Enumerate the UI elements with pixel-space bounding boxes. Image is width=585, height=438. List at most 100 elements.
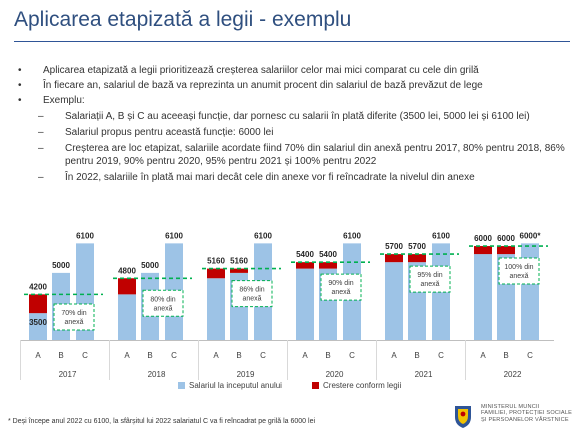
sub-bullet-text: Salariul propus pentru această funcție: … [65,126,274,138]
percent-label-line: 80% din [150,296,175,303]
bullet-item: • Aplicarea etapizată a legii prioritizea… [16,64,576,77]
legend-label-increase: Crestere conform legii [323,381,401,390]
bar-increase [207,268,225,279]
bar-base [474,254,492,340]
category-label: A [213,351,219,360]
bullet-text: În fiecare an, salariul de bază va repre… [43,80,483,92]
bar-value-label: 6000 [474,234,492,243]
bar-increase [497,246,515,255]
bar-base [29,313,47,340]
bar-value-label: 5700 [385,242,403,251]
bar-increase [408,254,426,263]
bar-value-label: 6000* [520,231,542,240]
percent-box [498,257,540,285]
bar-value-label: 6100 [254,231,272,240]
category-label: B [325,351,330,360]
bar-value-label: 5700 [408,242,426,251]
sub-bullet-item: – În 2022, salariile în plată mai mari de… [25,171,576,184]
bar-increase [474,246,492,255]
category-label: A [480,351,486,360]
sub-bullet-marker: – [38,110,44,122]
percent-label-line: 100% din [504,264,533,271]
bar-value-label: 6100 [432,231,450,240]
bar-value-label: 5160 [230,257,248,266]
percent-label: 100% din anexă [504,264,533,280]
coat-of-arms-icon [455,406,471,428]
bar-increase [29,294,47,314]
bar-base [207,278,225,340]
category-label: B [58,351,63,360]
bullet-list: • Aplicarea etapizată a legii prioritizea… [16,64,576,188]
bullet-marker: • [18,65,22,76]
bar-base [296,268,314,340]
year-label: 2021 [415,370,433,379]
legend-label-base: Salariul la inceputul anului [189,381,282,390]
sub-bullet-text: În 2022, salariile în plată mai mari dec… [65,172,475,184]
bar-base [385,262,403,340]
category-label: A [391,351,397,360]
category-label: C [171,351,177,360]
sub-bullet-text: Creșterea are loc etapizat, salariile ac… [65,143,565,168]
year-label: 2022 [504,370,522,379]
bar-base-label: 3500 [29,318,47,327]
percent-box [409,265,451,293]
percent-label-line: 95% din [417,272,442,279]
bar-value-label: 6100 [76,231,94,240]
sub-bullet-marker: – [38,126,44,138]
year-label: 2020 [326,370,344,379]
sub-bullet-marker: – [38,172,44,184]
legend-swatch-increase [312,382,319,389]
category-label: A [302,351,308,360]
bar-value-label: 5400 [296,250,314,259]
percent-label-line: anexă [64,319,83,326]
percent-box [320,273,362,301]
percent-label: 80% din anexă [150,296,175,312]
category-label: A [35,351,41,360]
percent-box [53,303,95,331]
percent-label: 95% din anexă [417,272,442,288]
bar-increase [230,268,248,273]
ministry-name-line: MINISTERUL MUNCII [481,404,540,410]
percent-label-line: anexă [242,296,261,303]
percent-label-line: anexă [331,289,350,296]
category-label: C [82,351,88,360]
percent-label-line: anexă [153,305,172,312]
bullet-marker: • [18,80,22,92]
bar-value-label: 6100 [343,231,361,240]
ministry-name-line: ȘI PERSOANELOR VÂRSTNICE [481,416,569,423]
category-label: C [260,351,266,360]
bar-value-label: 6100 [165,231,183,240]
bar-increase [296,262,314,269]
salary-chart: 4200 A 5000 B 6100 C 2017 70% din anexă 4800 A 5000… [20,231,554,390]
bullet-marker: • [18,95,22,107]
bar-value-label: 5000 [141,261,159,270]
sub-bullet-item: – Salariații A, B și C au aceeași funcție… [25,110,576,123]
year-label: 2017 [59,370,77,379]
category-label: B [236,351,241,360]
footnote: * Deși începe anul 2022 cu 6100, la sfâr… [8,418,316,425]
year-label: 2019 [237,370,255,379]
ministry-logo: MINISTERUL MUNCII FAMILIEI, PROTECȚIEI S… [446,402,578,434]
bar-base [118,294,136,340]
percent-label: 70% din anexă [61,310,86,326]
bar-value-label: 4200 [29,282,47,291]
ministry-name-line: FAMILIEI, PROTECȚIEI SOCIALE [481,410,573,417]
percent-label-line: anexă [420,281,439,288]
category-label: B [414,351,419,360]
category-label: C [349,351,355,360]
bar-increase [319,262,337,269]
legend-swatch-base [178,382,185,389]
year-label: 2018 [148,370,166,379]
percent-label-line: 90% din [328,280,353,287]
percent-label-line: anexă [509,273,528,280]
category-label: B [147,351,152,360]
bullet-item: • În fiecare an, salariul de bază va repr… [16,79,576,92]
sub-bullet-item: – Creșterea are loc etapizat, salariile a… [25,142,576,168]
percent-label: 86% din anexă [239,287,264,303]
bar-increase [118,278,136,295]
category-label: C [527,351,533,360]
bar-value-label: 4800 [118,266,136,275]
bar-value-label: 5000 [52,261,70,270]
percent-box [142,289,184,317]
sub-bullet-marker: – [38,143,44,155]
